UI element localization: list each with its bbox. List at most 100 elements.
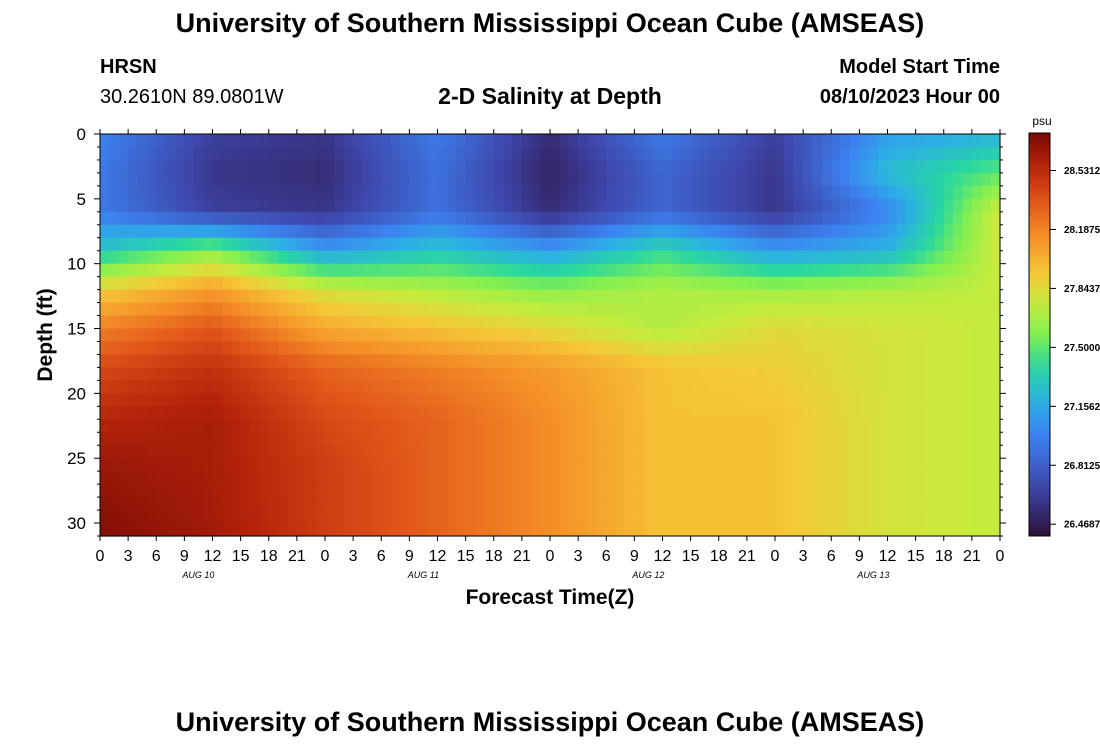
heatmap-cell	[821, 211, 832, 226]
heatmap-cell	[934, 159, 945, 174]
heatmap-cell	[268, 134, 279, 148]
heatmap-cell	[175, 354, 185, 369]
heatmap-cell	[325, 380, 335, 394]
heatmap-cell	[137, 159, 148, 174]
heatmap-cell	[315, 354, 326, 369]
heatmap-cell	[971, 198, 982, 213]
heatmap-cell	[521, 198, 532, 213]
heatmap-cell	[353, 276, 364, 291]
heatmap-cell	[746, 419, 757, 433]
heatmap-cell	[643, 134, 654, 148]
heatmap-cell	[315, 224, 326, 239]
heatmap-cell	[859, 432, 870, 446]
heatmap-cell	[840, 211, 851, 226]
heatmap-cell	[662, 458, 673, 472]
heatmap-cell	[587, 393, 598, 407]
heatmap-cell	[259, 211, 270, 226]
heatmap-cell	[203, 523, 214, 537]
heatmap-cell	[259, 458, 270, 472]
heatmap-cell	[878, 458, 889, 472]
heatmap-cell	[184, 134, 195, 148]
heatmap-cell	[475, 510, 485, 524]
heatmap-cell	[596, 250, 607, 265]
heatmap-cell	[456, 146, 467, 161]
heatmap-cell	[765, 315, 776, 330]
heatmap-cell	[662, 159, 673, 174]
heatmap-cell	[287, 172, 298, 187]
heatmap-cell	[756, 380, 767, 394]
heatmap-cell	[193, 237, 204, 252]
heatmap-cell	[278, 289, 289, 304]
heatmap-cell	[971, 432, 982, 446]
heatmap-cell	[878, 159, 889, 174]
heatmap-cell	[887, 510, 898, 524]
heatmap-cell	[456, 224, 467, 239]
heatmap-cell	[971, 237, 982, 252]
heatmap-cell	[840, 237, 851, 252]
heatmap-cell	[306, 484, 317, 498]
date-label: AUG 12	[631, 570, 664, 580]
heatmap-cell	[250, 354, 260, 369]
heatmap-cell	[568, 237, 579, 252]
heatmap-cell	[934, 328, 945, 343]
heatmap-cell	[371, 172, 382, 187]
heatmap-cell	[784, 159, 795, 174]
heatmap-cell	[484, 172, 495, 187]
heatmap-cell	[184, 471, 195, 485]
heatmap-cell	[287, 211, 298, 226]
heatmap-cell	[793, 380, 804, 394]
heatmap-cell	[334, 302, 345, 317]
heatmap-cell	[465, 172, 476, 187]
heatmap-cell	[756, 198, 767, 213]
heatmap-cell	[934, 211, 945, 226]
heatmap-cell	[653, 224, 664, 239]
heatmap-cell	[118, 510, 129, 524]
heatmap-cell	[831, 419, 842, 433]
heatmap-cell	[137, 185, 148, 200]
heatmap-cell	[587, 406, 598, 420]
chart-title: University of Southern Mississippi Ocean…	[175, 8, 925, 38]
heatmap-cell	[540, 185, 551, 200]
heatmap-cell	[765, 497, 776, 511]
heatmap-cell	[315, 471, 326, 485]
heatmap-cell	[362, 276, 373, 291]
heatmap-cell	[990, 354, 1001, 369]
heatmap-cell	[409, 432, 420, 446]
heatmap-cell	[775, 354, 785, 369]
heatmap-cell	[259, 289, 270, 304]
heatmap-cell	[775, 276, 785, 291]
heatmap-cell	[700, 237, 710, 252]
heatmap-cell	[268, 302, 279, 317]
heatmap-cell	[343, 172, 354, 187]
heatmap-cell	[353, 484, 364, 498]
heatmap-cell	[784, 250, 795, 265]
heatmap-cell	[878, 510, 889, 524]
heatmap-cell	[390, 198, 401, 213]
heatmap-cell	[259, 419, 270, 433]
heatmap-cell	[381, 523, 392, 537]
heatmap-cell	[643, 185, 654, 200]
heatmap-cell	[859, 185, 870, 200]
heatmap-cell	[165, 354, 176, 369]
heatmap-cell	[390, 302, 401, 317]
heatmap-cell	[896, 159, 907, 174]
heatmap-cell	[634, 458, 645, 472]
heatmap-cell	[175, 523, 185, 537]
heatmap-cell	[118, 263, 129, 278]
heatmap-cell	[296, 315, 307, 330]
heatmap-cell	[362, 302, 373, 317]
heatmap-cell	[259, 250, 270, 265]
heatmap-cell	[315, 302, 326, 317]
heatmap-cell	[821, 484, 832, 498]
heatmap-cell	[409, 380, 420, 394]
heatmap-cell	[971, 328, 982, 343]
heatmap-cell	[428, 134, 439, 148]
heatmap-cell	[596, 302, 607, 317]
heatmap-cell	[371, 250, 382, 265]
heatmap-cell	[625, 367, 635, 381]
heatmap-cell	[578, 159, 589, 174]
heatmap-cell	[812, 172, 823, 187]
heatmap-cell	[465, 445, 476, 459]
heatmap-cell	[943, 484, 954, 498]
heatmap-cell	[793, 458, 804, 472]
